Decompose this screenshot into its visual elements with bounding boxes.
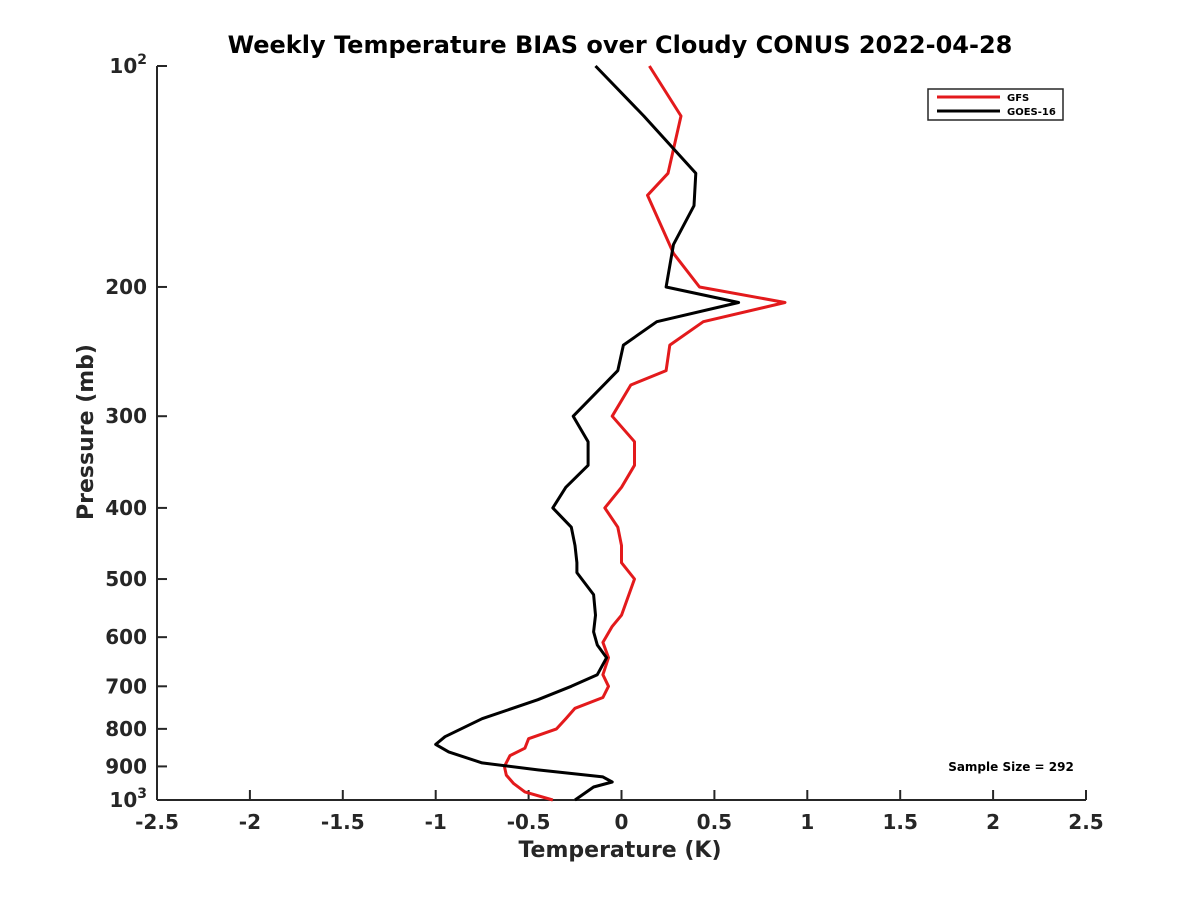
legend: GFS GOES-16 [927,88,1064,121]
y-tick-label: 700 [105,674,147,698]
x-tick-label: -1 [425,810,447,834]
y-tick-label: 800 [105,717,147,741]
y-tick-label: 600 [105,625,147,649]
y-tick-label: 103 [109,786,147,812]
x-tick-label: -2.5 [135,810,179,834]
series-line-gfs [502,65,787,802]
x-tick-label: 2 [986,810,1000,834]
y-tick-label: 400 [105,496,147,520]
series-layer [434,64,787,802]
y-axis-label: Pressure (mb) [74,344,99,520]
legend-label-goes-16: GOES-16 [1007,107,1056,118]
chart-title: Weekly Temperature BIAS over Cloudy CONU… [228,31,1013,59]
y-tick-label: 102 [109,52,147,78]
axes: -2.5 -2 -1.5 -1 -0.5 0 0.5 1 1.5 2 2.5 102 200 300 400… [105,52,1103,834]
y-tick-label: 200 [105,275,147,299]
x-tick-label: 1 [800,810,814,834]
legend-label-gfs: GFS [1007,93,1029,104]
y-tick-label: 500 [105,567,147,591]
sample-size-annotation: Sample Size = 292 [948,760,1074,774]
x-tick-label: -1.5 [321,810,365,834]
x-tick-label: 0.5 [697,810,732,834]
x-tick-label: -0.5 [507,810,551,834]
x-tick-label: 2.5 [1068,810,1103,834]
series-line-goes-16 [434,64,741,802]
x-tick-label: 0 [615,810,629,834]
x-tick-label: -2 [239,810,261,834]
y-tick-label: 900 [105,754,147,778]
x-axis-label: Temperature (K) [518,838,721,863]
y-tick-label: 300 [105,404,147,428]
legend-box [927,88,1064,121]
x-tick-label: 1.5 [882,810,917,834]
